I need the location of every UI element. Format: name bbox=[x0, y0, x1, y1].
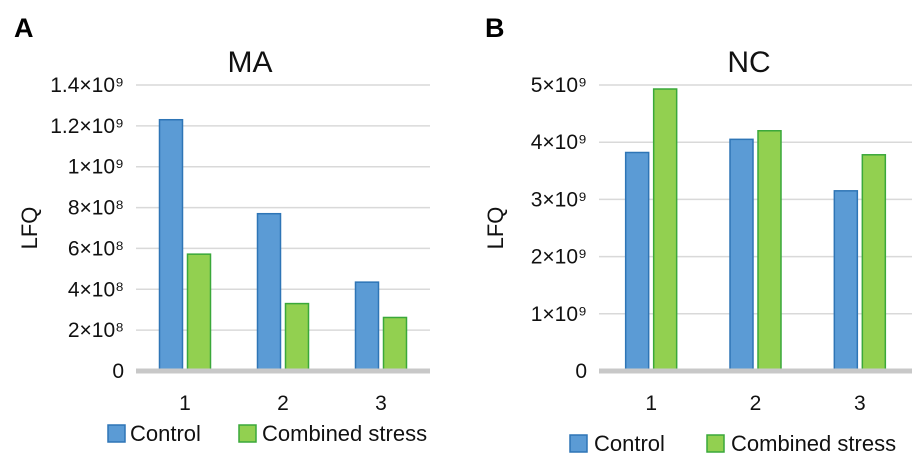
panel-b-y-tick-label: 5×10⁹ bbox=[531, 74, 587, 97]
panel-a-y-tick-label: 0 bbox=[112, 360, 124, 383]
panel-b-x-tick-label: 1 bbox=[645, 392, 657, 415]
panel-a-bar-combined-stress-2 bbox=[284, 302, 310, 372]
panel-a-y-tick-label: 1.2×10⁹ bbox=[50, 115, 124, 138]
panel-b-legend-swatch-combined-stress bbox=[706, 434, 725, 453]
panel-b-bar-control-1 bbox=[624, 151, 650, 372]
panel-b-y-tick-label: 2×10⁹ bbox=[531, 246, 587, 269]
panel-b-x-tick-label: 3 bbox=[854, 392, 866, 415]
panel-a-y-tick-label: 2×10⁸ bbox=[68, 319, 124, 342]
panel-b-y-tick-label: 3×10⁹ bbox=[531, 188, 587, 211]
panel-a-y-tick-label: 4×10⁸ bbox=[68, 278, 124, 301]
panel-b-bar-combined-stress-3 bbox=[861, 154, 887, 372]
panel-b-x-tick-label: 2 bbox=[750, 392, 762, 415]
panel-a-bar-combined-stress-3 bbox=[382, 316, 408, 372]
panel-b-letter: B bbox=[485, 13, 505, 43]
panel-a-legend-swatch-combined-stress bbox=[238, 424, 257, 443]
panel-a-y-tick-label: 1.4×10⁹ bbox=[50, 74, 124, 97]
panel-b-legend-label-control: Control bbox=[594, 431, 665, 456]
panel-a-y-axis-label: LFQ bbox=[17, 207, 42, 250]
panel-a-y-tick-label: 8×10⁸ bbox=[68, 197, 124, 220]
panel-b-bar-combined-stress-1 bbox=[652, 88, 678, 372]
panel-a-y-tick-label: 1×10⁹ bbox=[68, 156, 124, 179]
panel-a-bar-control-2 bbox=[256, 212, 282, 372]
panel-b-y-tick-label: 0 bbox=[575, 360, 587, 383]
panel-a-bar-combined-stress-1 bbox=[186, 253, 212, 372]
panel-a-y-tick-label: 6×10⁸ bbox=[68, 237, 124, 260]
panel-a-x-tick-label: 3 bbox=[375, 392, 387, 415]
panel-a-letter: A bbox=[14, 13, 34, 43]
panel-a-legend-label-control: Control bbox=[130, 421, 201, 446]
panel-b-y-axis-label: LFQ bbox=[483, 207, 508, 250]
panel-b-y-tick-label: 4×10⁹ bbox=[531, 131, 587, 154]
panel-b-bar-combined-stress-2 bbox=[757, 130, 782, 372]
panel-a-legend-swatch-control bbox=[107, 424, 126, 443]
panel-b-bar-control-3 bbox=[833, 190, 859, 372]
panel-a-title: MA bbox=[228, 46, 273, 79]
panel-a-x-tick-label: 1 bbox=[179, 392, 191, 415]
panel-a-bar-control-1 bbox=[158, 118, 184, 372]
panel-b-legend-swatch-control bbox=[569, 434, 588, 453]
panel-b-legend-label-combined-stress: Combined stress bbox=[731, 431, 896, 456]
panel-a-bar-control-3 bbox=[354, 281, 380, 372]
panel-b-bar-control-2 bbox=[729, 138, 754, 372]
panel-b-title: NC bbox=[727, 46, 770, 79]
panel-b-y-tick-label: 1×10⁹ bbox=[531, 303, 587, 326]
panel-a-x-tick-label: 2 bbox=[277, 392, 289, 415]
panel-a-legend-label-combined-stress: Combined stress bbox=[262, 421, 427, 446]
